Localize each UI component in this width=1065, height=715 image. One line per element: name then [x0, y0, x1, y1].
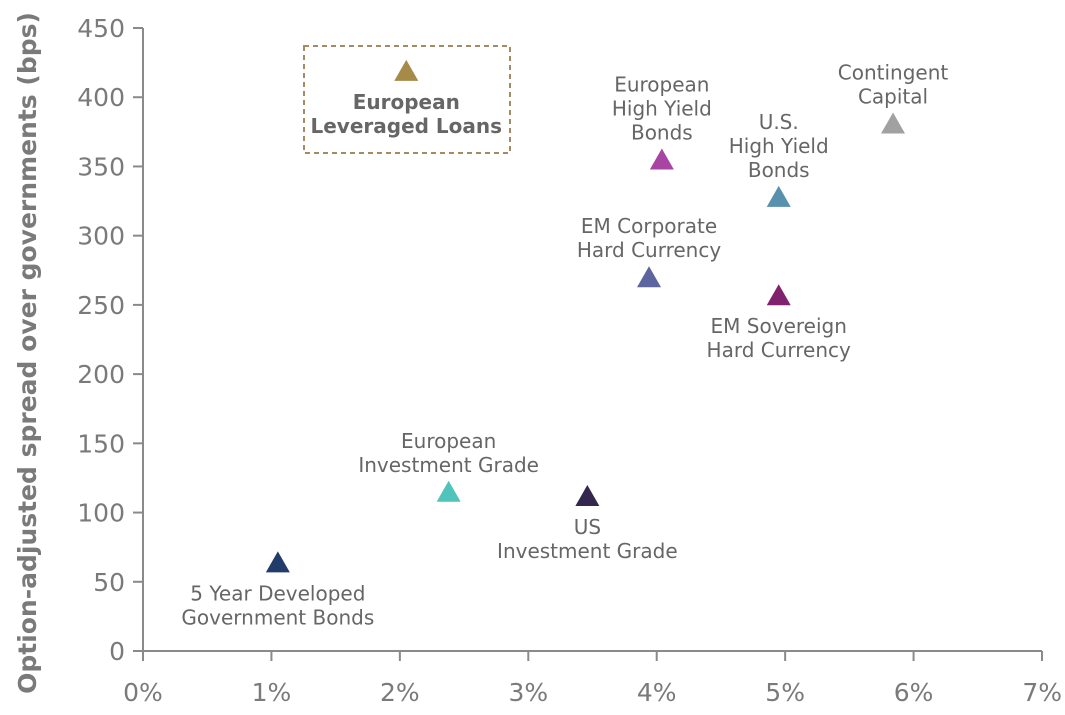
label-line: U.S. [759, 110, 799, 134]
point-us-investment-grade: US Investment Grade [497, 484, 678, 563]
point-em-sovereign-hard-currency: EM Sovereign Hard Currency [707, 284, 851, 362]
label-em-sovereign-hard-currency: EM Sovereign Hard Currency [707, 314, 851, 362]
point-european-investment-grade: European Investment Grade [358, 429, 539, 502]
label-line: EM Corporate [581, 214, 717, 238]
marker-us-investment-grade [575, 484, 600, 506]
label-line: Bonds [748, 158, 810, 182]
label-5-year-developed-government-bonds: 5 Year Developed Government Bonds [181, 581, 374, 629]
label-line: 5 Year Developed [190, 581, 365, 605]
marker-european-investment-grade [436, 480, 461, 502]
marker-contingent-capital [881, 112, 906, 134]
point-em-corporate-hard-currency: EM Corporate Hard Currency [577, 214, 721, 288]
label-line: Investment Grade [358, 453, 539, 477]
label-line: Leveraged Loans [310, 114, 502, 138]
y-axis-title: Option-adjusted spread over governments … [13, 12, 42, 694]
label-line: Bonds [631, 121, 693, 145]
label-european-high-yield-bonds: European High Yield Bonds [612, 73, 712, 145]
x-tick-label: 6% [894, 678, 934, 707]
y-tick-label: 100 [77, 499, 125, 528]
y-tick-label: 250 [77, 291, 125, 320]
point-5-year-developed-government-bonds: 5 Year Developed Government Bonds [181, 551, 374, 629]
axes [133, 27, 1043, 661]
label-line: High Yield [729, 134, 829, 158]
y-tick-label: 0 [109, 637, 125, 666]
marker-em-sovereign-hard-currency [766, 284, 791, 306]
label-em-corporate-hard-currency: EM Corporate Hard Currency [577, 214, 721, 262]
y-tick-label: 50 [93, 568, 125, 597]
highlight-layer [303, 45, 511, 154]
label-line: European [353, 90, 460, 114]
point-contingent-capital: Contingent Capital [838, 61, 949, 134]
label-line: European [401, 429, 496, 453]
label-line: EM Sovereign [711, 314, 847, 338]
x-tick-label: 1% [252, 678, 292, 707]
y-tick-label: 150 [77, 429, 125, 458]
x-tick-label: 5% [765, 678, 805, 707]
label-line: Capital [858, 85, 928, 109]
marker-em-corporate-hard-currency [637, 266, 662, 288]
label-line: Contingent [838, 61, 949, 85]
label-u-s-high-yield-bonds: U.S. High Yield Bonds [729, 110, 829, 182]
y-tick-label: 350 [77, 152, 125, 181]
label-line: Hard Currency [577, 238, 721, 262]
y-tick-label: 450 [77, 14, 125, 43]
label-contingent-capital: Contingent Capital [838, 61, 949, 109]
point-u-s-high-yield-bonds: U.S. High Yield Bonds [729, 110, 829, 207]
marker-u-s-high-yield-bonds [766, 185, 791, 207]
x-tick-label: 3% [508, 678, 548, 707]
label-us-investment-grade: US Investment Grade [497, 515, 678, 563]
point-european-leveraged-loans: European Leveraged Loans [310, 59, 502, 138]
marker-5-year-developed-government-bonds [265, 551, 290, 573]
data-points: 5 Year Developed Government Bonds European… [181, 59, 949, 629]
label-line: Government Bonds [181, 605, 374, 629]
point-european-high-yield-bonds: European High Yield Bonds [612, 73, 712, 170]
x-tick-label: 4% [637, 678, 677, 707]
label-line: European [614, 73, 709, 97]
highlight-box [303, 45, 511, 154]
label-european-leveraged-loans: European Leveraged Loans [310, 90, 502, 138]
y-tick-label: 300 [77, 222, 125, 251]
y-tick-label: 400 [77, 83, 125, 112]
label-line: Hard Currency [707, 338, 851, 362]
x-tick-label: 0% [123, 678, 163, 707]
label-european-investment-grade: European Investment Grade [358, 429, 539, 477]
marker-european-leveraged-loans [394, 59, 419, 81]
marker-european-high-yield-bonds [649, 148, 674, 170]
tick-labels: 0 50 100 150 200 250 300 350 400 450 0% 1% 2% 3% 4% 5% 6… [77, 14, 1062, 707]
x-tick-label: 2% [380, 678, 420, 707]
y-tick-label: 200 [77, 360, 125, 389]
x-tick-label: 7% [1022, 678, 1062, 707]
label-line: High Yield [612, 97, 712, 121]
label-line: Investment Grade [497, 539, 678, 563]
label-line: US [574, 515, 601, 539]
